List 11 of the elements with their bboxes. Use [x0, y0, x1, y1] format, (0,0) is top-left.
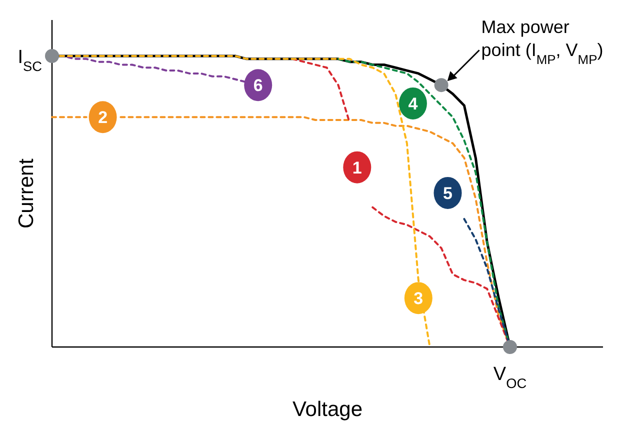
annotation: Max power point (I$_{MP}$, V$_{MP}$) — [481, 17, 604, 67]
series-label: 5 — [443, 184, 452, 203]
y-axis-title: Current — [15, 158, 38, 229]
series-label: 1 — [352, 158, 362, 178]
text: V$_{OC}$ — [493, 364, 527, 390]
series-label: 4 — [408, 94, 418, 114]
series-label: 3 — [414, 289, 424, 308]
x-axis-title: Voltage — [292, 398, 363, 421]
series-label: 6 — [253, 76, 263, 96]
text: I$_{SC}$ — [18, 47, 42, 74]
series-label: 2 — [98, 108, 108, 128]
